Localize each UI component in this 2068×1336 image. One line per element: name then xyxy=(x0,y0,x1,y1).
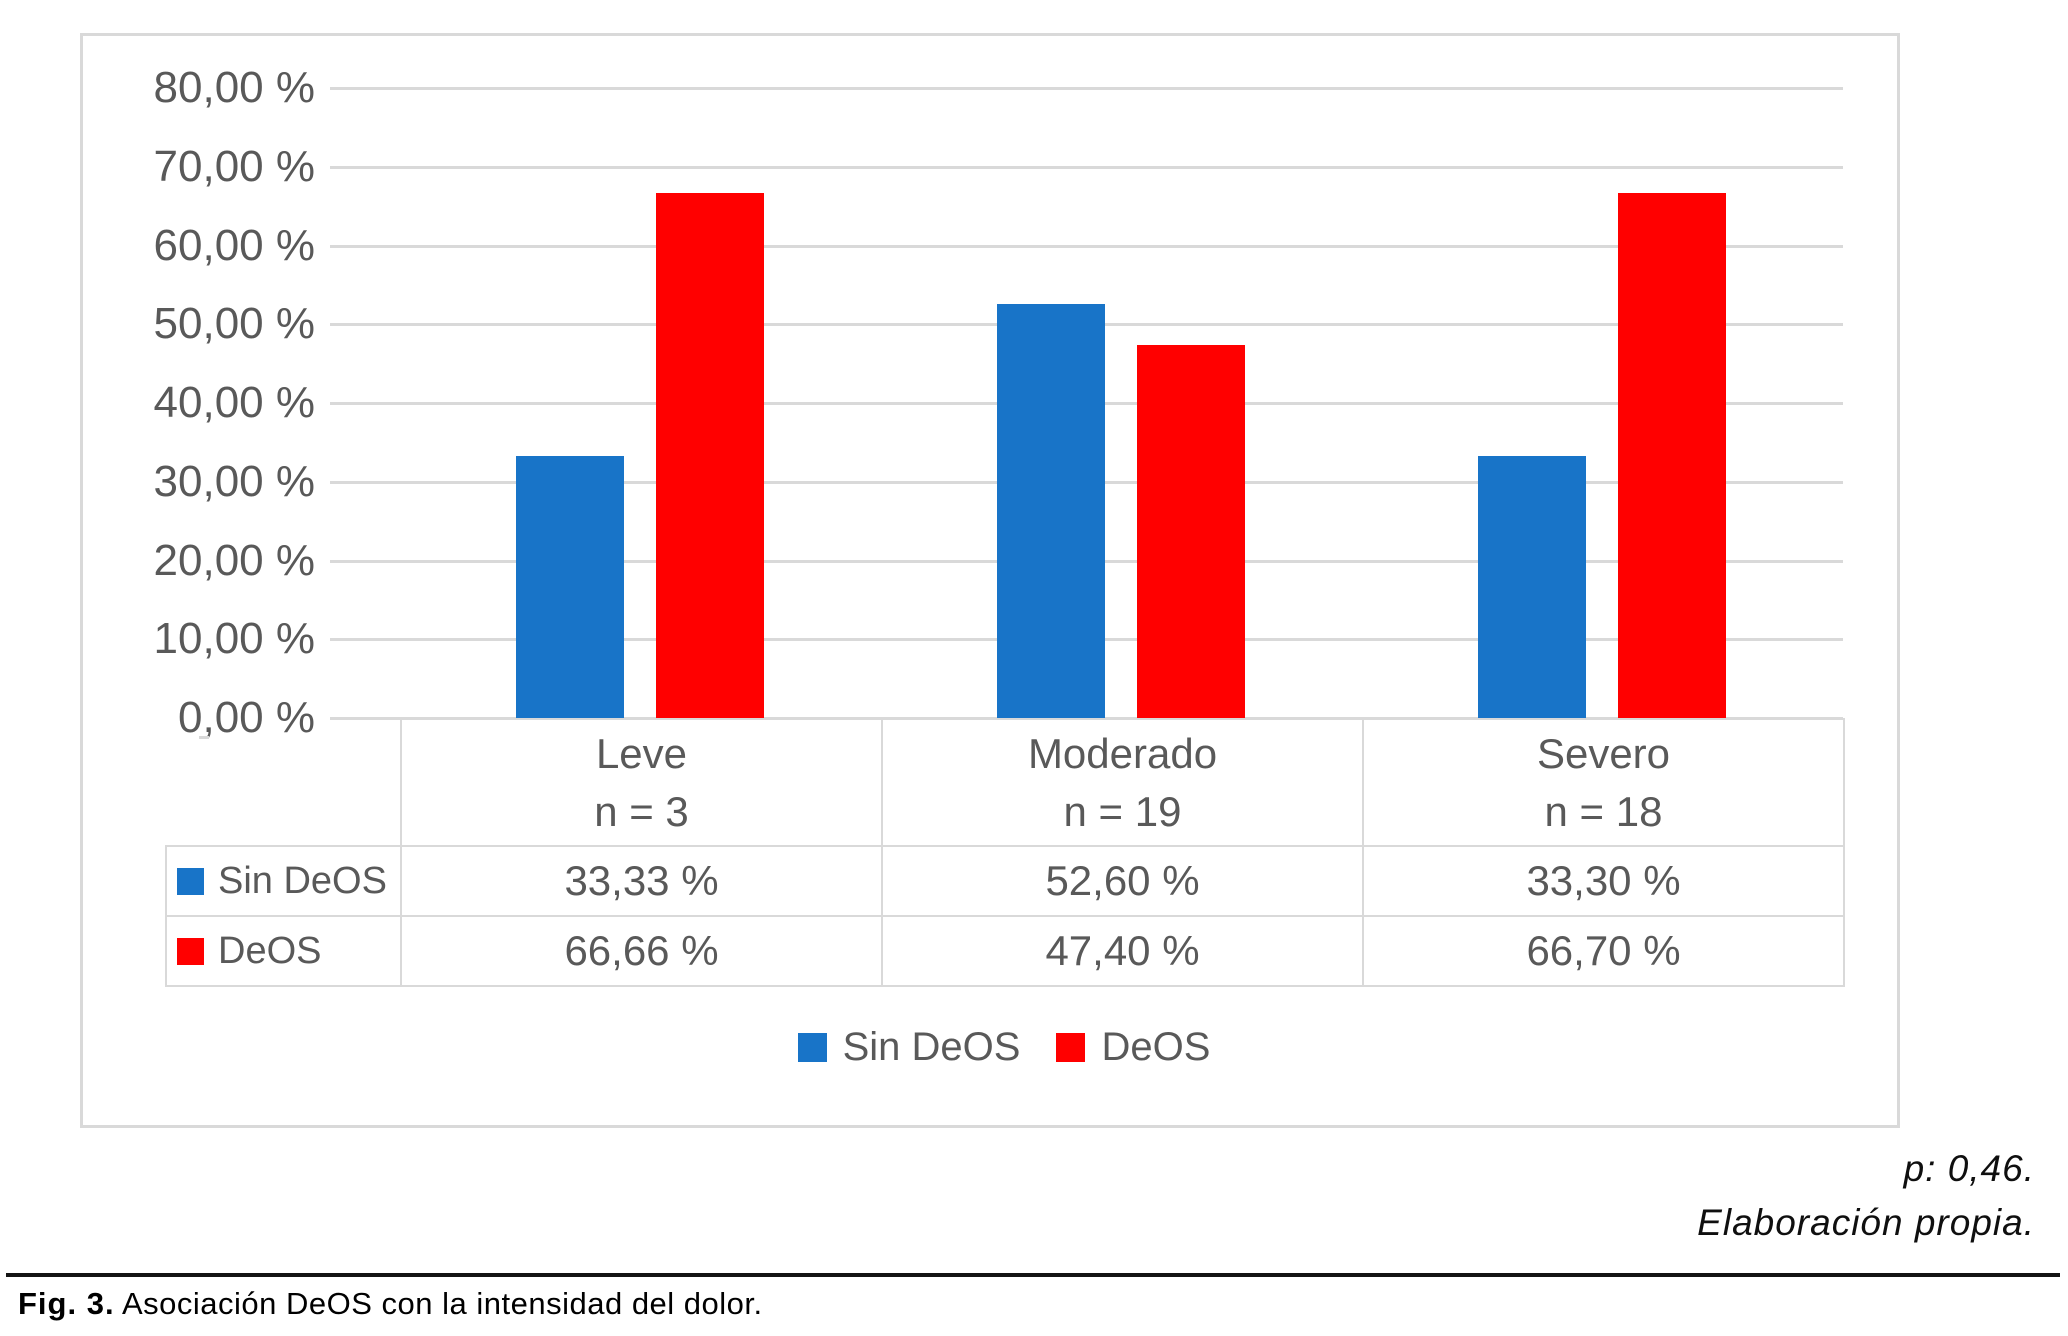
legend-item-sin-deos: Sin DeOS xyxy=(797,1024,1021,1070)
y-axis-tick-label: 10,00 % xyxy=(153,614,315,664)
table-row-deos: DeOS 66,66 % 47,40 % 66,70 % xyxy=(165,915,1845,987)
table-corner-cell xyxy=(166,719,401,846)
legend-item-deos: DeOS xyxy=(1056,1025,1210,1070)
series-label-sin-deos: Sin DeOS xyxy=(165,845,402,917)
bar-deos-severo xyxy=(1618,192,1726,718)
category-header-moderado: Moderado n = 19 xyxy=(881,718,1364,847)
figure-caption-text: Asociación DeOS con la intensidad del do… xyxy=(121,1286,763,1321)
y-axis-tick-label: 20,00 % xyxy=(153,535,315,585)
chart-panel: 0,00 % 10,00 % 20,00 % 30,00 % 40,00 % 50,00 … xyxy=(80,33,1900,1128)
category-sublabel: n = 3 xyxy=(594,787,689,835)
y-axis-tick-label: 80,00 % xyxy=(153,63,315,112)
figure-caption-label: Fig. 3. xyxy=(18,1286,115,1321)
y-axis-tick-label: 0,00 % xyxy=(178,693,315,742)
legend-sin-deos-swatch-icon xyxy=(797,1032,827,1062)
y-axis-tick-label: 70,00 % xyxy=(153,141,315,191)
bar-deos-moderado xyxy=(1137,344,1245,718)
y-gridline xyxy=(330,87,1843,90)
bar-sin-deos-leve xyxy=(516,455,624,718)
y-axis-tick-label: 60,00 % xyxy=(153,220,315,270)
series-name: Sin DeOS xyxy=(218,859,387,902)
p-value-note: p: 0,46. xyxy=(1903,1148,2035,1189)
bar-deos-leve xyxy=(656,193,764,718)
legend-label: Sin DeOS xyxy=(842,1024,1021,1069)
value-deos-severo: 66,70 % xyxy=(1362,915,1845,987)
figure-notes: p: 0,46. Elaboración propia. xyxy=(1697,1142,2035,1250)
table-row-sin-deos: Sin DeOS 33,33 % 52,60 % 33,30 % xyxy=(165,845,1845,917)
category-label: Moderado xyxy=(1027,729,1218,777)
chart-data-table: Leve n = 3 Moderado n = 19 Severo n = 18… xyxy=(165,718,1845,987)
y-gridline xyxy=(330,165,1843,169)
sin-deos-swatch-icon xyxy=(177,867,204,895)
y-gridline xyxy=(330,244,1843,248)
chart-legend: Sin DeOS DeOS xyxy=(165,1022,1843,1072)
category-label: Severo xyxy=(1536,729,1671,777)
value-deos-leve: 66,66 % xyxy=(400,915,883,987)
legend-deos-swatch-icon xyxy=(1056,1032,1086,1062)
category-label: Leve xyxy=(595,729,688,777)
value-sin-deos-moderado: 52,60 % xyxy=(881,845,1364,917)
category-sublabel: n = 18 xyxy=(1544,787,1663,835)
y-axis-tick-label: 50,00 % xyxy=(153,299,315,349)
y-axis-tick-label: 40,00 % xyxy=(153,378,315,427)
value-sin-deos-leve: 33,33 % xyxy=(400,845,883,917)
bar-sin-deos-severo xyxy=(1478,455,1586,718)
source-note: Elaboración propia. xyxy=(1697,1202,2035,1243)
value-sin-deos-severo: 33,30 % xyxy=(1362,845,1845,917)
bar-sin-deos-moderado xyxy=(997,303,1105,718)
figure-caption: Fig. 3. Asociación DeOS con la intensida… xyxy=(18,1286,763,1322)
y-axis-tick-label: 30,00 % xyxy=(153,456,315,506)
series-name: DeOS xyxy=(218,929,322,972)
value-deos-moderado: 47,40 % xyxy=(881,915,1364,987)
category-sublabel: n = 19 xyxy=(1063,787,1182,835)
axis-tick xyxy=(199,736,209,739)
category-header-severo: Severo n = 18 xyxy=(1362,718,1845,847)
category-header-leve: Leve n = 3 xyxy=(400,718,883,847)
category-header-row: Leve n = 3 Moderado n = 19 Severo n = 18 xyxy=(166,718,1845,847)
legend-label: DeOS xyxy=(1101,1024,1211,1069)
caption-divider xyxy=(6,1273,2060,1277)
series-label-deos: DeOS xyxy=(165,915,402,987)
deos-swatch-icon xyxy=(177,937,204,965)
